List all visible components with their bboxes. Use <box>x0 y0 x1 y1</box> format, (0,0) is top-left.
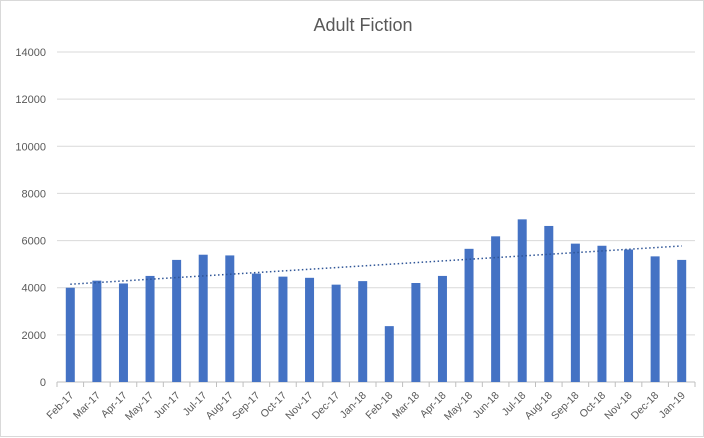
bar <box>251 273 261 382</box>
bar <box>544 225 554 382</box>
x-tick-label: Aug-18 <box>522 390 555 423</box>
bar <box>65 287 75 382</box>
x-tick-label: Feb-17 <box>44 390 76 422</box>
bar <box>517 219 527 382</box>
x-tick-label: Feb-18 <box>363 390 395 422</box>
bar <box>491 236 501 382</box>
gridlines <box>57 51 695 383</box>
y-tick-label: 2000 <box>22 330 46 342</box>
x-tick-label: Jun-17 <box>152 390 183 421</box>
bar <box>92 280 102 382</box>
x-tick-label: May-18 <box>442 390 475 423</box>
y-axis-ticks: 0 2000 4000 6000 8000 10000 12000 14000 <box>15 47 46 389</box>
bar <box>118 283 128 382</box>
x-tick-label: Sep-17 <box>230 390 263 423</box>
y-tick-label: 8000 <box>22 188 46 200</box>
bar <box>305 277 315 382</box>
x-tick-label: Jan-19 <box>657 390 688 421</box>
x-tick-label: Nov-18 <box>602 390 635 423</box>
bar <box>570 243 580 382</box>
bars <box>65 219 687 382</box>
y-tick-label: 4000 <box>22 283 46 295</box>
bar <box>650 256 660 382</box>
x-tick-label: Dec-18 <box>629 390 662 423</box>
bar <box>331 284 341 382</box>
x-tick-label: Dec-17 <box>310 390 343 423</box>
y-tick-label: 10000 <box>15 141 46 153</box>
x-tick-label: May-17 <box>123 390 156 423</box>
y-tick-label: 0 <box>40 377 46 389</box>
y-tick-label: 12000 <box>15 94 46 106</box>
x-axis-ticks: Feb-17Mar-17Apr-17May-17Jun-17Jul-17Aug-… <box>44 382 696 423</box>
bar <box>411 283 421 382</box>
x-tick-label: Mar-18 <box>390 390 422 422</box>
x-tick-label: Aug-17 <box>203 390 236 423</box>
chart-title: Adult Fiction <box>313 15 412 35</box>
y-tick-label: 6000 <box>22 236 46 248</box>
bar <box>624 249 634 382</box>
x-tick-label: Jun-18 <box>471 390 502 421</box>
bar <box>278 276 288 382</box>
bar <box>145 275 155 382</box>
trendline <box>70 245 682 285</box>
bar <box>172 259 182 382</box>
bar <box>198 254 208 382</box>
y-tick-label: 14000 <box>15 47 46 59</box>
bar <box>225 255 235 382</box>
bar <box>384 326 394 382</box>
x-tick-label: Sep-18 <box>549 390 582 423</box>
bar <box>464 248 474 382</box>
bar <box>437 275 447 382</box>
bar <box>677 259 687 382</box>
x-tick-label: Jan-18 <box>338 390 369 421</box>
x-tick-label: Nov-17 <box>283 390 316 423</box>
bar <box>358 281 368 382</box>
x-tick-label: Mar-17 <box>71 390 103 422</box>
bar <box>597 245 607 382</box>
